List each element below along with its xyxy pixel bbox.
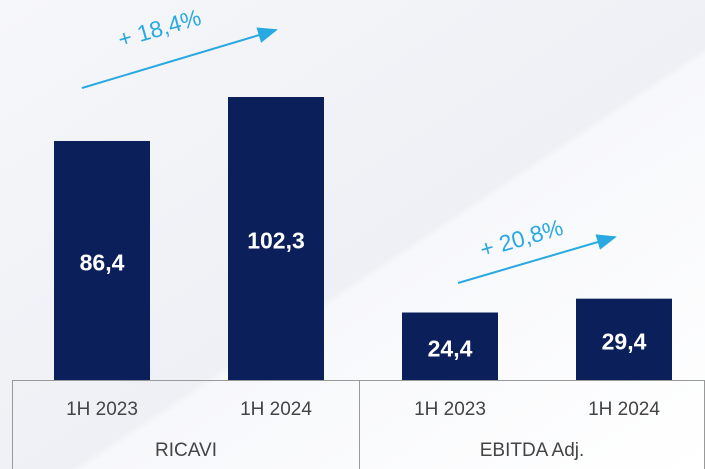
- growth-arrow: [81, 27, 278, 89]
- value-label: 24,4: [428, 335, 473, 361]
- value-label: 86,4: [80, 250, 125, 276]
- x-tick-label: 1H 2023: [66, 399, 138, 420]
- group-label: RICAVI: [155, 440, 217, 461]
- bar: [228, 97, 324, 380]
- x-tick-label: 1H 2024: [240, 399, 312, 420]
- bar: [576, 298, 672, 380]
- value-label: 29,4: [602, 328, 647, 354]
- x-tick-label: 1H 2023: [414, 399, 486, 420]
- bar: [402, 312, 498, 380]
- x-tick-label: 1H 2024: [588, 399, 660, 420]
- growth-arrow: [457, 234, 617, 284]
- bar: [54, 140, 150, 380]
- group-label: EBITDA Adj.: [480, 440, 585, 461]
- value-label: 102,3: [247, 228, 305, 254]
